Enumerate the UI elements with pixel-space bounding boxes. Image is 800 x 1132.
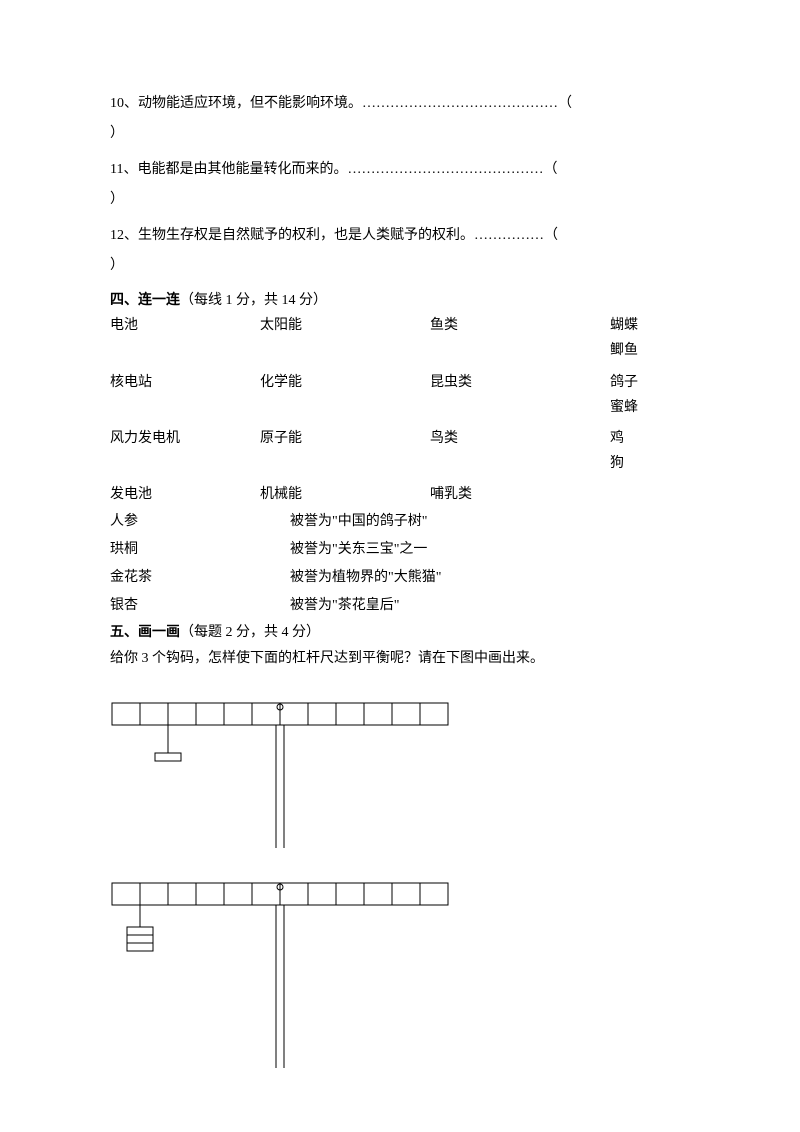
match-cell: 发电池 [110, 482, 260, 507]
question-10: 10、动物能适应环境，但不能影响环境。……………………………………（ [110, 90, 690, 118]
match2-cell: 珙桐 [110, 536, 290, 564]
question-12: 12、生物生存权是自然赋予的权利，也是人类赋予的权利。……………（ [110, 222, 690, 250]
section-4-title: 四、连一连 [110, 293, 180, 308]
match-cell [610, 482, 690, 507]
match-cell: 太阳能 [260, 313, 430, 338]
match-cell: 原子能 [260, 426, 430, 451]
match-cell: 机械能 [260, 482, 430, 507]
match-cell [260, 451, 430, 476]
match-cell: 昆虫类 [430, 370, 610, 395]
match-cell [110, 338, 260, 363]
match-row: 风力发电机 原子能 鸟类 鸡 [110, 426, 690, 451]
match-cell: 鸟类 [430, 426, 610, 451]
question-12-paren: ） [110, 252, 690, 280]
match-cell: 鸡 [610, 426, 690, 451]
section-4-header: 四、连一连（每线 1 分，共 14 分） [110, 288, 690, 313]
match2-cell: 银杏 [110, 592, 290, 620]
match-row: 电池 太阳能 鱼类 蝴蝶 [110, 313, 690, 338]
match-cell: 狗 [610, 451, 690, 476]
match-cell [430, 395, 610, 420]
page: 10、动物能适应环境，但不能影响环境。……………………………………（ ） 11、… [0, 0, 800, 1113]
match-cell: 化学能 [260, 370, 430, 395]
match2-cell: 被誉为"关东三宝"之一 [290, 536, 690, 564]
lever-diagram-2 [110, 873, 470, 1073]
match-row: 狗 [110, 451, 690, 476]
match2-cell: 被誉为植物界的"大熊猫" [290, 564, 690, 592]
match-cell: 蜜蜂 [610, 395, 690, 420]
match2-cell: 金花茶 [110, 564, 290, 592]
match-cell: 鲫鱼 [610, 338, 690, 363]
match-cell: 核电站 [110, 370, 260, 395]
match2-row: 珙桐 被誉为"关东三宝"之一 [110, 536, 690, 564]
match2-cell: 被誉为"茶花皇后" [290, 592, 690, 620]
section-5-subtitle: （每题 2 分，共 4 分） [180, 625, 320, 640]
match-cell [110, 395, 260, 420]
question-11: 11、电能都是由其他能量转化而来的。……………………………………（ [110, 156, 690, 184]
lever-diagram-1 [110, 693, 470, 853]
match-cell: 鸽子 [610, 370, 690, 395]
section-5-title: 五、画一画 [110, 625, 180, 640]
match-cell [110, 451, 260, 476]
match2-row: 银杏 被誉为"茶花皇后" [110, 592, 690, 620]
question-10-paren: ） [110, 120, 690, 148]
match2-cell: 人参 [110, 508, 290, 536]
match-cell: 哺乳类 [430, 482, 610, 507]
match-cell [260, 338, 430, 363]
match-row: 核电站 化学能 昆虫类 鸽子 [110, 370, 690, 395]
match-cell [430, 338, 610, 363]
section-5-header: 五、画一画（每题 2 分，共 4 分） [110, 620, 690, 645]
question-11-paren: ） [110, 186, 690, 214]
section-4-subtitle: （每线 1 分，共 14 分） [180, 293, 327, 308]
match-row: 鲫鱼 [110, 338, 690, 363]
match-cell: 电池 [110, 313, 260, 338]
match-cell [430, 451, 610, 476]
match2-row: 人参 被誉为"中国的鸽子树" [110, 508, 690, 536]
match-cell: 鱼类 [430, 313, 610, 338]
match-row: 发电池 机械能 哺乳类 [110, 482, 690, 507]
match-row: 蜜蜂 [110, 395, 690, 420]
match-cell: 风力发电机 [110, 426, 260, 451]
match-cell: 蝴蝶 [610, 313, 690, 338]
match2-cell: 被誉为"中国的鸽子树" [290, 508, 690, 536]
match2-row: 金花茶 被誉为植物界的"大熊猫" [110, 564, 690, 592]
section-5-instruction: 给你 3 个钩码，怎样使下面的杠杆尺达到平衡呢？请在下图中画出来。 [110, 645, 690, 673]
match-cell [260, 395, 430, 420]
